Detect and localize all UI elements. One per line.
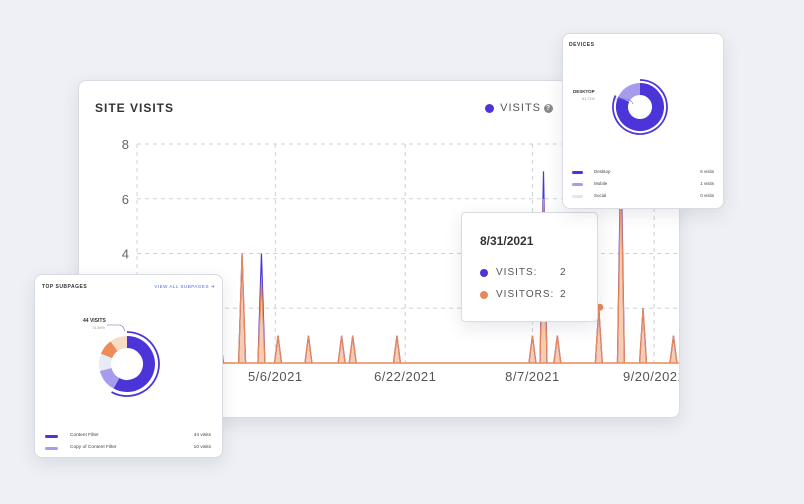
x-tick-label: 5/6/2021 xyxy=(248,369,303,384)
x-tick-label: 9/20/2021 xyxy=(623,369,679,384)
device-value: 6 visits xyxy=(700,169,714,174)
subpage-swatch xyxy=(45,447,58,450)
highlight-arc xyxy=(612,79,668,135)
tooltip-value: 2 xyxy=(560,289,567,300)
chart-title: SITE VISITS xyxy=(95,101,175,115)
tooltip-value: 2 xyxy=(560,267,567,278)
donut-segment[interactable] xyxy=(110,336,128,352)
view-all-subpages-link[interactable]: VIEW ALL SUBPAGES ➜ xyxy=(154,284,215,290)
hover-point[interactable] xyxy=(596,303,604,311)
top-subpages-card: TOP SUBPAGES VIEW ALL SUBPAGES ➜ 44 VISI… xyxy=(34,274,223,458)
subpage-row: Content Filter 44 visits xyxy=(45,433,211,441)
devices-title: DEVICES xyxy=(569,42,595,48)
devices-donut: DESKTOP 81.71% xyxy=(573,79,668,135)
donut-segment[interactable] xyxy=(99,353,113,371)
social-swatch xyxy=(572,195,583,198)
device-value: 1 visits xyxy=(700,181,714,186)
devices-card: DEVICES DESKTOP 81.71% Desktop 6 visits … xyxy=(562,33,724,209)
tooltip-label: VISITS: xyxy=(496,267,538,278)
x-tick-label: 8/7/2021 xyxy=(505,369,560,384)
visits-legend-label: VISITS xyxy=(500,102,541,114)
y-tick-label: 8 xyxy=(122,137,129,152)
subpage-value: 44 visits xyxy=(193,433,211,438)
desktop-swatch xyxy=(572,171,583,174)
visits-legend-dot xyxy=(485,103,495,113)
device-value: 0 visits xyxy=(700,193,714,198)
donut-segment[interactable] xyxy=(616,83,664,131)
donut-segment[interactable] xyxy=(99,367,120,389)
subpage-swatch xyxy=(45,435,58,438)
device-label: Desktop xyxy=(594,169,611,174)
chart-tooltip: 8/31/2021 VISITS: 2 VISITORS: 2 xyxy=(461,212,598,322)
help-icon[interactable]: ? xyxy=(544,103,553,113)
y-tick-label: 6 xyxy=(122,192,129,207)
subpage-label: Copy of Content Filter xyxy=(70,445,117,450)
device-label: Social xyxy=(594,193,607,198)
device-label: Mobile xyxy=(594,181,608,186)
highlight-arc xyxy=(111,331,160,397)
visitors-dot-icon xyxy=(480,290,488,299)
tooltip-row-visitors: VISITORS: 2 xyxy=(480,289,580,300)
x-tick-label: 6/22/2021 xyxy=(374,369,436,384)
device-row-mobile: Mobile 1 visits xyxy=(572,181,714,189)
tooltip-date: 8/31/2021 xyxy=(480,234,534,248)
visits-dot-icon xyxy=(480,268,488,277)
device-row-social: Social 0 visits xyxy=(572,193,714,201)
donut-segment[interactable] xyxy=(618,83,641,103)
arrow-right-icon: ➜ xyxy=(210,284,215,289)
tooltip-row-visits: VISITS: 2 xyxy=(480,267,580,278)
callout-line xyxy=(624,98,634,105)
devices-callout-label: DESKTOP xyxy=(573,89,595,94)
donut-segment[interactable] xyxy=(100,341,118,359)
y-tick-label: 4 xyxy=(122,247,129,262)
callout-line xyxy=(107,324,126,332)
subpage-value: 10 visits xyxy=(193,445,211,450)
subpages-donut: 44 VISITS 74.58% xyxy=(83,318,160,397)
chart-legend[interactable]: VISITS ? xyxy=(485,102,553,114)
mobile-swatch xyxy=(572,183,583,186)
device-row-desktop: Desktop 6 visits xyxy=(572,169,714,177)
devices-callout-sub: 81.71% xyxy=(582,97,596,101)
tooltip-label: VISITORS: xyxy=(496,289,555,300)
subpage-row: Copy of Content Filter 10 visits xyxy=(45,445,211,453)
visitors-area xyxy=(216,171,677,363)
subpage-label: Content Filter xyxy=(70,433,99,438)
view-all-label: VIEW ALL SUBPAGES xyxy=(154,284,209,289)
donut-segment[interactable] xyxy=(113,336,155,392)
subpages-title: TOP SUBPAGES xyxy=(42,284,88,290)
site-visits-chart: 4 6 8 5/6/2021 6/22/2021 8/7/2021 9/20/2021 xyxy=(122,137,679,384)
subpages-callout-sub: 74.58% xyxy=(92,326,106,330)
subpages-callout-label: 44 VISITS xyxy=(83,318,106,324)
